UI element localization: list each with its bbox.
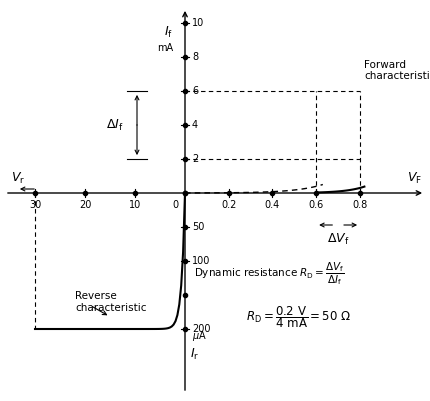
- Text: $\Delta V_{\rm f}$: $\Delta V_{\rm f}$: [326, 232, 349, 247]
- Text: $R_{\rm D} = \dfrac{0.2\ \mathrm{V}}{4\ \mathrm{mA}} = 50\ \Omega$: $R_{\rm D} = \dfrac{0.2\ \mathrm{V}}{4\ …: [246, 304, 351, 330]
- Text: Reverse
characteristic: Reverse characteristic: [75, 291, 146, 313]
- Text: 20: 20: [79, 200, 91, 210]
- Text: $\Delta I_{\rm f}$: $\Delta I_{\rm f}$: [106, 117, 124, 133]
- Text: 4: 4: [191, 120, 198, 130]
- Text: $\mu$A: $\mu$A: [191, 329, 206, 343]
- Text: 100: 100: [191, 256, 210, 266]
- Text: $I_{\rm r}$: $I_{\rm r}$: [190, 347, 199, 363]
- Text: 10: 10: [191, 18, 204, 28]
- Text: 6: 6: [191, 86, 198, 96]
- Text: Dynamic resistance $R_{\rm D} = \dfrac{\Delta V_{\rm f}}{\Delta I_{\rm f}}$: Dynamic resistance $R_{\rm D} = \dfrac{\…: [194, 260, 344, 287]
- Text: $V_{\rm F}$: $V_{\rm F}$: [406, 171, 421, 186]
- Text: 0.8: 0.8: [352, 200, 367, 210]
- Text: 10: 10: [129, 200, 141, 210]
- Text: 50: 50: [191, 222, 204, 232]
- Text: 8: 8: [191, 52, 198, 62]
- Text: 0: 0: [172, 200, 178, 210]
- Text: $V_{\rm r}$: $V_{\rm r}$: [11, 171, 25, 186]
- Text: Forward
characteristic: Forward characteristic: [363, 60, 430, 81]
- Text: mA: mA: [157, 43, 172, 53]
- Text: $I_{\rm f}$: $I_{\rm f}$: [163, 25, 172, 40]
- Text: 0.6: 0.6: [308, 200, 323, 210]
- Text: 30: 30: [29, 200, 41, 210]
- Text: 0.4: 0.4: [264, 200, 280, 210]
- Text: 0.2: 0.2: [221, 200, 236, 210]
- Text: 200: 200: [191, 324, 210, 334]
- Text: 2: 2: [191, 154, 198, 164]
